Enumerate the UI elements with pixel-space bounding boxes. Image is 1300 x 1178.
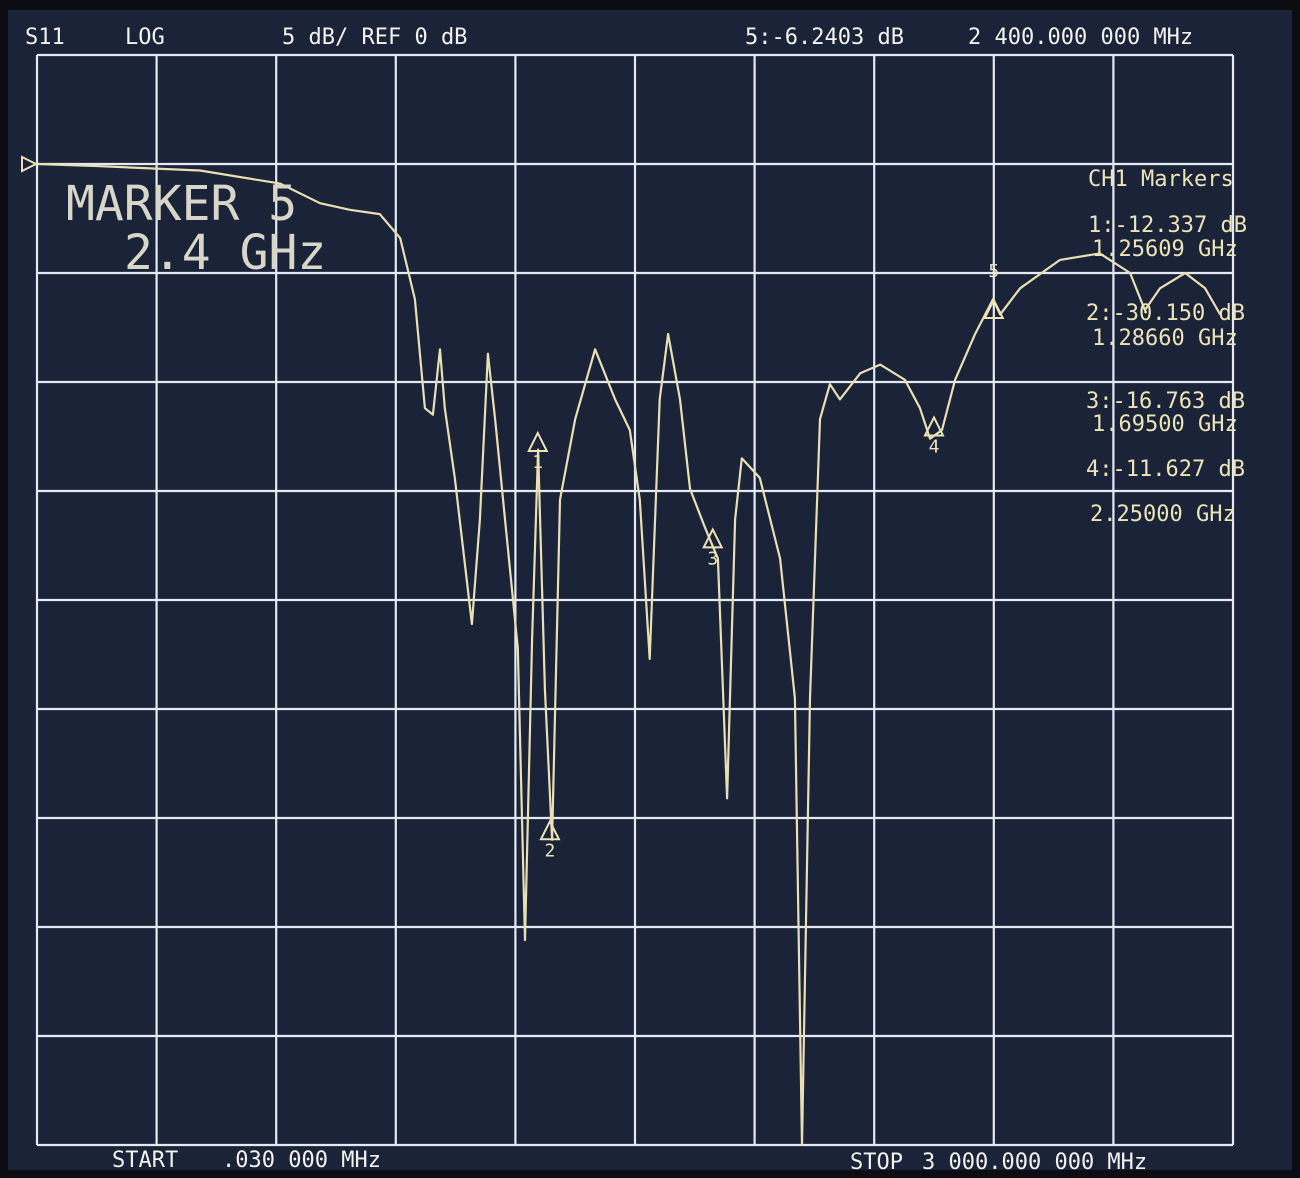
marker-label: 5 xyxy=(988,261,999,282)
marker-readout: 1:-12.337 dB xyxy=(1088,213,1247,238)
marker-readout: 1.25609 GHz xyxy=(1092,237,1238,262)
marker-readout: 4:-11.627 dB xyxy=(1086,457,1245,482)
annotation: MARKER 5 xyxy=(66,176,297,232)
marker-panel-title: CH1 Markers xyxy=(1088,167,1234,192)
marker-readout: 1.69500 GHz xyxy=(1092,412,1238,437)
header-text: 5 dB/ REF 0 dB xyxy=(282,25,467,50)
marker-readout: 2.25000 GHz xyxy=(1090,502,1236,527)
header-text: LOG xyxy=(125,25,165,50)
marker-readout: 1.28660 GHz xyxy=(1092,326,1238,351)
stop-label: 3 000.000 000 MHz xyxy=(922,1150,1147,1175)
marker-label: 3 xyxy=(707,548,718,569)
start-label: .030 000 MHz xyxy=(222,1148,381,1173)
annotation: 2.4 GHz xyxy=(124,225,326,281)
start-label: START xyxy=(112,1148,178,1173)
header-text: 5:-6.2403 dB xyxy=(745,25,904,50)
marker-readout: 3:-16.763 dB xyxy=(1086,389,1245,414)
stop-label: STOP xyxy=(850,1150,903,1175)
header-text: 2 400.000 000 MHz xyxy=(968,25,1193,50)
analyzer-screen: S11 LOG 5 dB/ REF 0 dB 5:-6.2403 dB 2 40… xyxy=(0,0,1300,1178)
header-text: S11 xyxy=(25,25,65,50)
marker-label: 2 xyxy=(544,840,555,861)
marker-label: 1 xyxy=(532,452,543,473)
marker-readout: 2:-30.150 dB xyxy=(1086,301,1245,326)
marker-label: 4 xyxy=(929,436,940,457)
